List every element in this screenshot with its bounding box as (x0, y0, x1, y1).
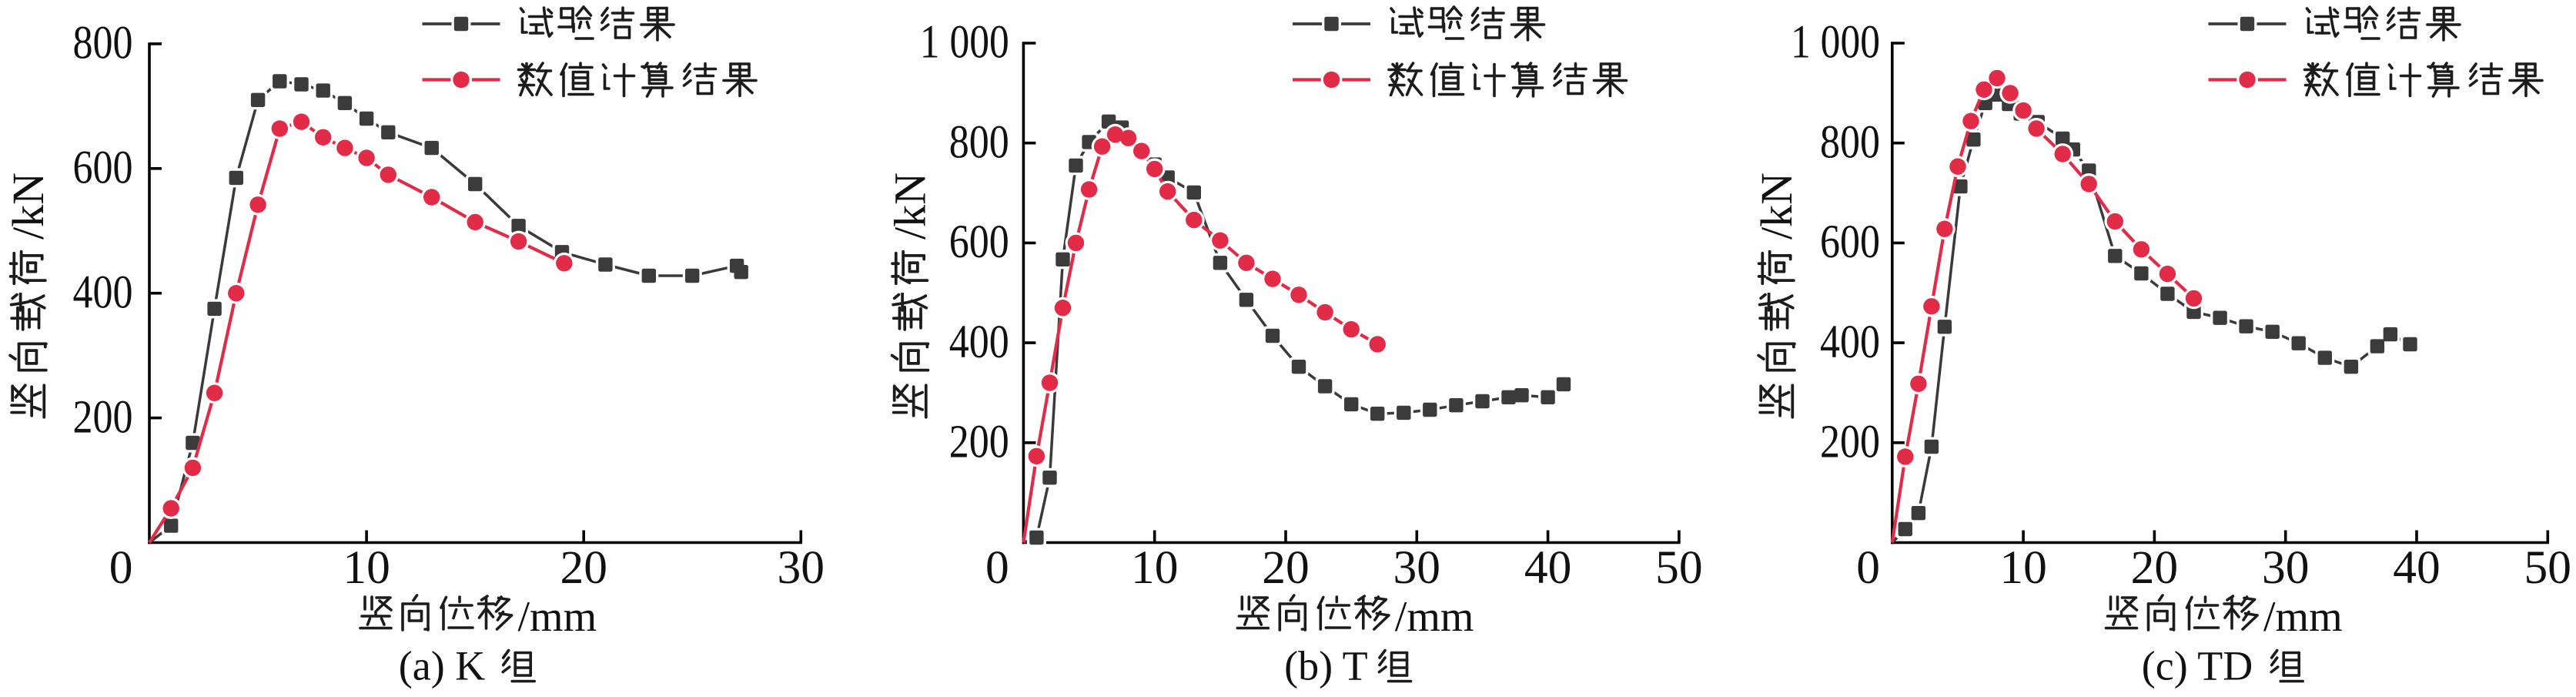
svg-text:/kN: /kN (1751, 173, 1802, 240)
svg-text:200: 200 (949, 416, 1009, 468)
svg-text:/mm: /mm (2263, 593, 2343, 641)
svg-text:200: 200 (73, 390, 133, 443)
svg-text:600: 600 (949, 216, 1009, 268)
svg-text:0: 0 (985, 541, 1009, 594)
svg-text:800: 800 (1820, 116, 1880, 168)
svg-text:/mm: /mm (1395, 593, 1474, 641)
svg-text:30: 30 (1393, 541, 1441, 594)
svg-text:30: 30 (778, 541, 825, 594)
svg-text:50: 50 (2524, 541, 2572, 594)
svg-text:/mm: /mm (518, 593, 597, 641)
svg-text:10: 10 (1131, 541, 1179, 594)
svg-text:(c) TD: (c) TD (2142, 643, 2253, 689)
svg-text:50: 50 (1655, 541, 1703, 594)
svg-text:20: 20 (2131, 541, 2179, 594)
svg-text:/kN: /kN (885, 173, 935, 240)
svg-text:10: 10 (1999, 541, 2047, 594)
svg-text:20: 20 (1262, 541, 1310, 594)
svg-text:10: 10 (343, 541, 390, 594)
svg-text:400: 400 (1820, 316, 1880, 368)
svg-text:30: 30 (2262, 541, 2310, 594)
svg-text:(b) T: (b) T (1284, 643, 1367, 689)
svg-text:600: 600 (1820, 216, 1880, 268)
svg-text:600: 600 (73, 142, 133, 194)
svg-text:800: 800 (73, 17, 133, 69)
svg-text:400: 400 (73, 266, 133, 318)
svg-text:1 000: 1 000 (1791, 16, 1880, 69)
svg-text:400: 400 (949, 316, 1009, 368)
svg-text:20: 20 (560, 541, 607, 594)
svg-text:1 000: 1 000 (920, 16, 1009, 69)
svg-text:200: 200 (1820, 416, 1880, 468)
svg-text:0: 0 (1856, 541, 1880, 594)
svg-text:40: 40 (1524, 541, 1572, 594)
svg-text:0: 0 (109, 541, 133, 594)
svg-text:/kN: /kN (3, 173, 53, 240)
svg-text:(a) K: (a) K (399, 643, 485, 689)
svg-text:40: 40 (2393, 541, 2441, 594)
svg-text:800: 800 (949, 116, 1009, 168)
